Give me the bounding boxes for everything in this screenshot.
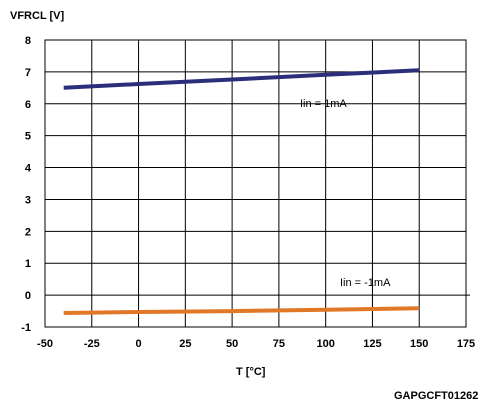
series-lines (63, 68, 420, 315)
annotation-iin-1ma: Iin = 1mA (300, 98, 347, 110)
y-tick-label: 8 (25, 35, 31, 47)
y-tick-label: 6 (25, 99, 31, 111)
y-tick-label: 4 (25, 163, 32, 175)
x-tick-label: 75 (273, 338, 285, 350)
x-axis-title: T [°C] (236, 366, 266, 378)
x-tick-label: 125 (363, 338, 381, 350)
y-tick-label: 5 (25, 131, 31, 143)
y-tick-label: 7 (25, 67, 31, 79)
x-tick-label: 150 (410, 338, 428, 350)
x-tick-label: 0 (135, 338, 141, 350)
y-tick-labels: 8 7 6 5 4 3 2 1 0 -1 (21, 35, 32, 334)
x-tick-label: 100 (316, 338, 334, 350)
annotation-iin-neg-1ma: Iin = -1mA (340, 277, 391, 289)
y-tick-label: 2 (25, 226, 31, 238)
y-tick-label: 0 (25, 290, 31, 302)
grid (45, 40, 470, 327)
x-tick-label: 175 (457, 338, 475, 350)
x-tick-label: -50 (37, 338, 53, 350)
x-tick-label: -25 (84, 338, 100, 350)
x-tick-labels: -50 -25 0 25 50 75 100 125 150 175 (37, 338, 475, 350)
y-tick-label: -1 (21, 322, 31, 334)
x-tick-label: 25 (179, 338, 191, 350)
y-tick-label: 3 (25, 194, 31, 206)
x-tick-label: 50 (226, 338, 238, 350)
series-line-2 (63, 306, 420, 315)
y-axis-title: VFRCL [V] (10, 10, 65, 22)
plot-frame (44, 39, 467, 328)
y-tick-label: 1 (25, 258, 31, 270)
series-line-1 (63, 68, 420, 90)
figure-code: GAPGCFT01262 (394, 390, 478, 402)
